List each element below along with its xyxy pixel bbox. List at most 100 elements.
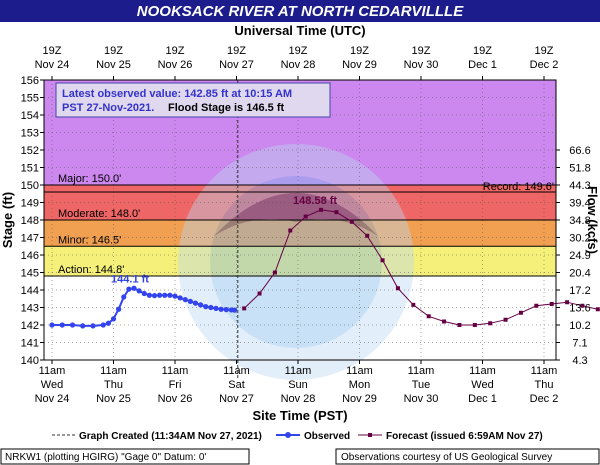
time-tick-day: Mon <box>349 379 370 391</box>
forecast-point <box>457 323 462 327</box>
observed-point <box>177 295 183 301</box>
noaa-logo-bird <box>214 193 378 236</box>
observed-point <box>218 306 224 312</box>
observed-point <box>146 292 152 298</box>
observed-point <box>231 307 238 313</box>
legend-forecast-marker <box>368 433 372 437</box>
observed-point <box>182 297 188 303</box>
time-tick-hour: 11am <box>408 365 435 377</box>
observed-point <box>136 288 142 294</box>
observed-point <box>203 304 209 310</box>
observed-point <box>80 323 86 329</box>
time-tick-day: Sat <box>228 379 245 391</box>
observed-point <box>105 320 111 326</box>
time-tick-hour: 11am <box>469 365 496 377</box>
observed-point <box>157 292 163 298</box>
time-tick-hour: 11am <box>39 365 66 377</box>
observed-point <box>49 322 55 328</box>
observed-point <box>59 322 65 328</box>
utc-tick-date: Nov 26 <box>158 59 193 71</box>
forecast-point <box>303 214 308 219</box>
level-label-moderate: Moderate: 148.0' <box>58 208 140 220</box>
observed-point <box>110 316 117 322</box>
observed-point <box>69 322 76 328</box>
flow-tick-label: 66.6 <box>569 145 590 157</box>
stage-tick-label: 140 <box>21 355 39 367</box>
forecast-crest-label: 148.58 ft <box>293 195 337 207</box>
flow-tick-label: 4.3 <box>572 355 587 367</box>
observed-point <box>151 293 158 299</box>
band-action <box>44 246 556 276</box>
time-tick-day: Thu <box>104 379 123 391</box>
observed-point <box>172 293 178 299</box>
record-label: Record: 149.6' <box>483 181 554 193</box>
time-tick-date: Nov 27 <box>219 393 254 405</box>
stage-tick-label: 153 <box>21 128 39 140</box>
utc-tick-date: Nov 30 <box>404 59 439 71</box>
top-axis-ticks: 19Z Nov 24 19Z Nov 25 19Z Nov 26 19Z Nov 27 19Z N… <box>35 45 558 80</box>
stage-tick-label: 141 <box>21 338 39 350</box>
utc-tick-hour: 19Z <box>43 45 62 57</box>
stage-tick-label: 145 <box>21 268 39 280</box>
observed-point <box>100 322 106 328</box>
time-tick-hour: 11am <box>162 365 189 377</box>
chart-title: NOOKSACK RIVER AT NORTH CEDARVILLLE <box>137 3 464 20</box>
stage-tick-label: 150 <box>21 180 39 192</box>
observed-point <box>121 294 127 300</box>
utc-tick-hour: 19Z <box>412 45 431 57</box>
observed-point <box>90 323 96 329</box>
legend-forecast: Forecast (issued 6:59AM Nov 27) <box>386 431 543 442</box>
legend-observed-marker <box>285 432 291 438</box>
time-axis-ticks: 11am Wed Nov 24 11am Thu Nov 25 11am Fri Nov 26 1… <box>35 360 558 405</box>
forecast-point <box>549 302 554 306</box>
footer-left: NRKW1 (plotting HGIRG) "Gage 0" Datum: 0… <box>5 452 206 463</box>
utc-tick-date: Nov 24 <box>35 59 70 71</box>
time-tick-date: Nov 28 <box>281 393 316 405</box>
forecast-line <box>243 209 598 326</box>
info-box-frame <box>55 82 331 118</box>
level-labels: Major: 150.0' Moderate: 148.0' Minor: 146.… <box>58 173 554 276</box>
flow-tick-label: 34.8 <box>569 215 590 227</box>
legend-graph-created: Graph Created (11:34AM Nov 27, 2021) <box>79 431 262 442</box>
observed-point <box>167 292 173 298</box>
observed-point <box>131 285 137 291</box>
stage-tick-label: 147 <box>21 233 39 245</box>
band-minor <box>44 220 556 247</box>
level-label-action: Action: 144.8' <box>58 264 124 276</box>
time-tick-day: Fri <box>169 379 182 391</box>
observed-point <box>116 306 122 312</box>
time-tick-day: Wed <box>41 379 63 391</box>
stage-tick-label: 154 <box>21 110 39 122</box>
utc-tick-date: Nov 25 <box>96 59 131 71</box>
forecast-point <box>319 207 324 212</box>
noaa-logo-inner <box>210 176 382 348</box>
forecast-point <box>472 323 477 327</box>
stage-tick-label: 156 <box>21 75 39 87</box>
flow-tick-label: 30.2 <box>569 233 590 245</box>
forecast-point <box>488 321 493 326</box>
forecast-point <box>257 291 262 296</box>
info-line-2a: PST 27-Nov-2021. <box>62 102 154 114</box>
utc-tick-hour: 19Z <box>289 45 308 57</box>
time-tick-day: Thu <box>535 379 554 391</box>
forecast-point <box>380 258 385 263</box>
time-tick-date: Dec 1 <box>468 393 497 405</box>
stage-tick-label: 151 <box>21 163 39 175</box>
title-bar <box>0 0 600 22</box>
footer-right: Observations courtesy of US Geological S… <box>341 452 552 463</box>
footer-right-box <box>335 448 600 465</box>
flow-axis-ticks: 4.3 7.1 10.2 13.6 17.2 20.4 24.9 30.2 34.8 39.4 44… <box>556 145 591 367</box>
forecast-point <box>395 286 400 291</box>
time-tick-day: Wed <box>471 379 493 391</box>
forecast-point <box>426 314 431 319</box>
stage-tick-label: 148 <box>21 215 39 227</box>
flow-tick-label: 20.4 <box>569 268 590 280</box>
forecast-point <box>503 317 508 322</box>
time-tick-date: Nov 29 <box>342 393 377 405</box>
forecast-point <box>518 310 523 315</box>
time-tick-hour: 11am <box>285 365 312 377</box>
series-layer: 144.1 ft 148.58 ft <box>49 195 600 329</box>
forecast-point <box>442 319 447 324</box>
